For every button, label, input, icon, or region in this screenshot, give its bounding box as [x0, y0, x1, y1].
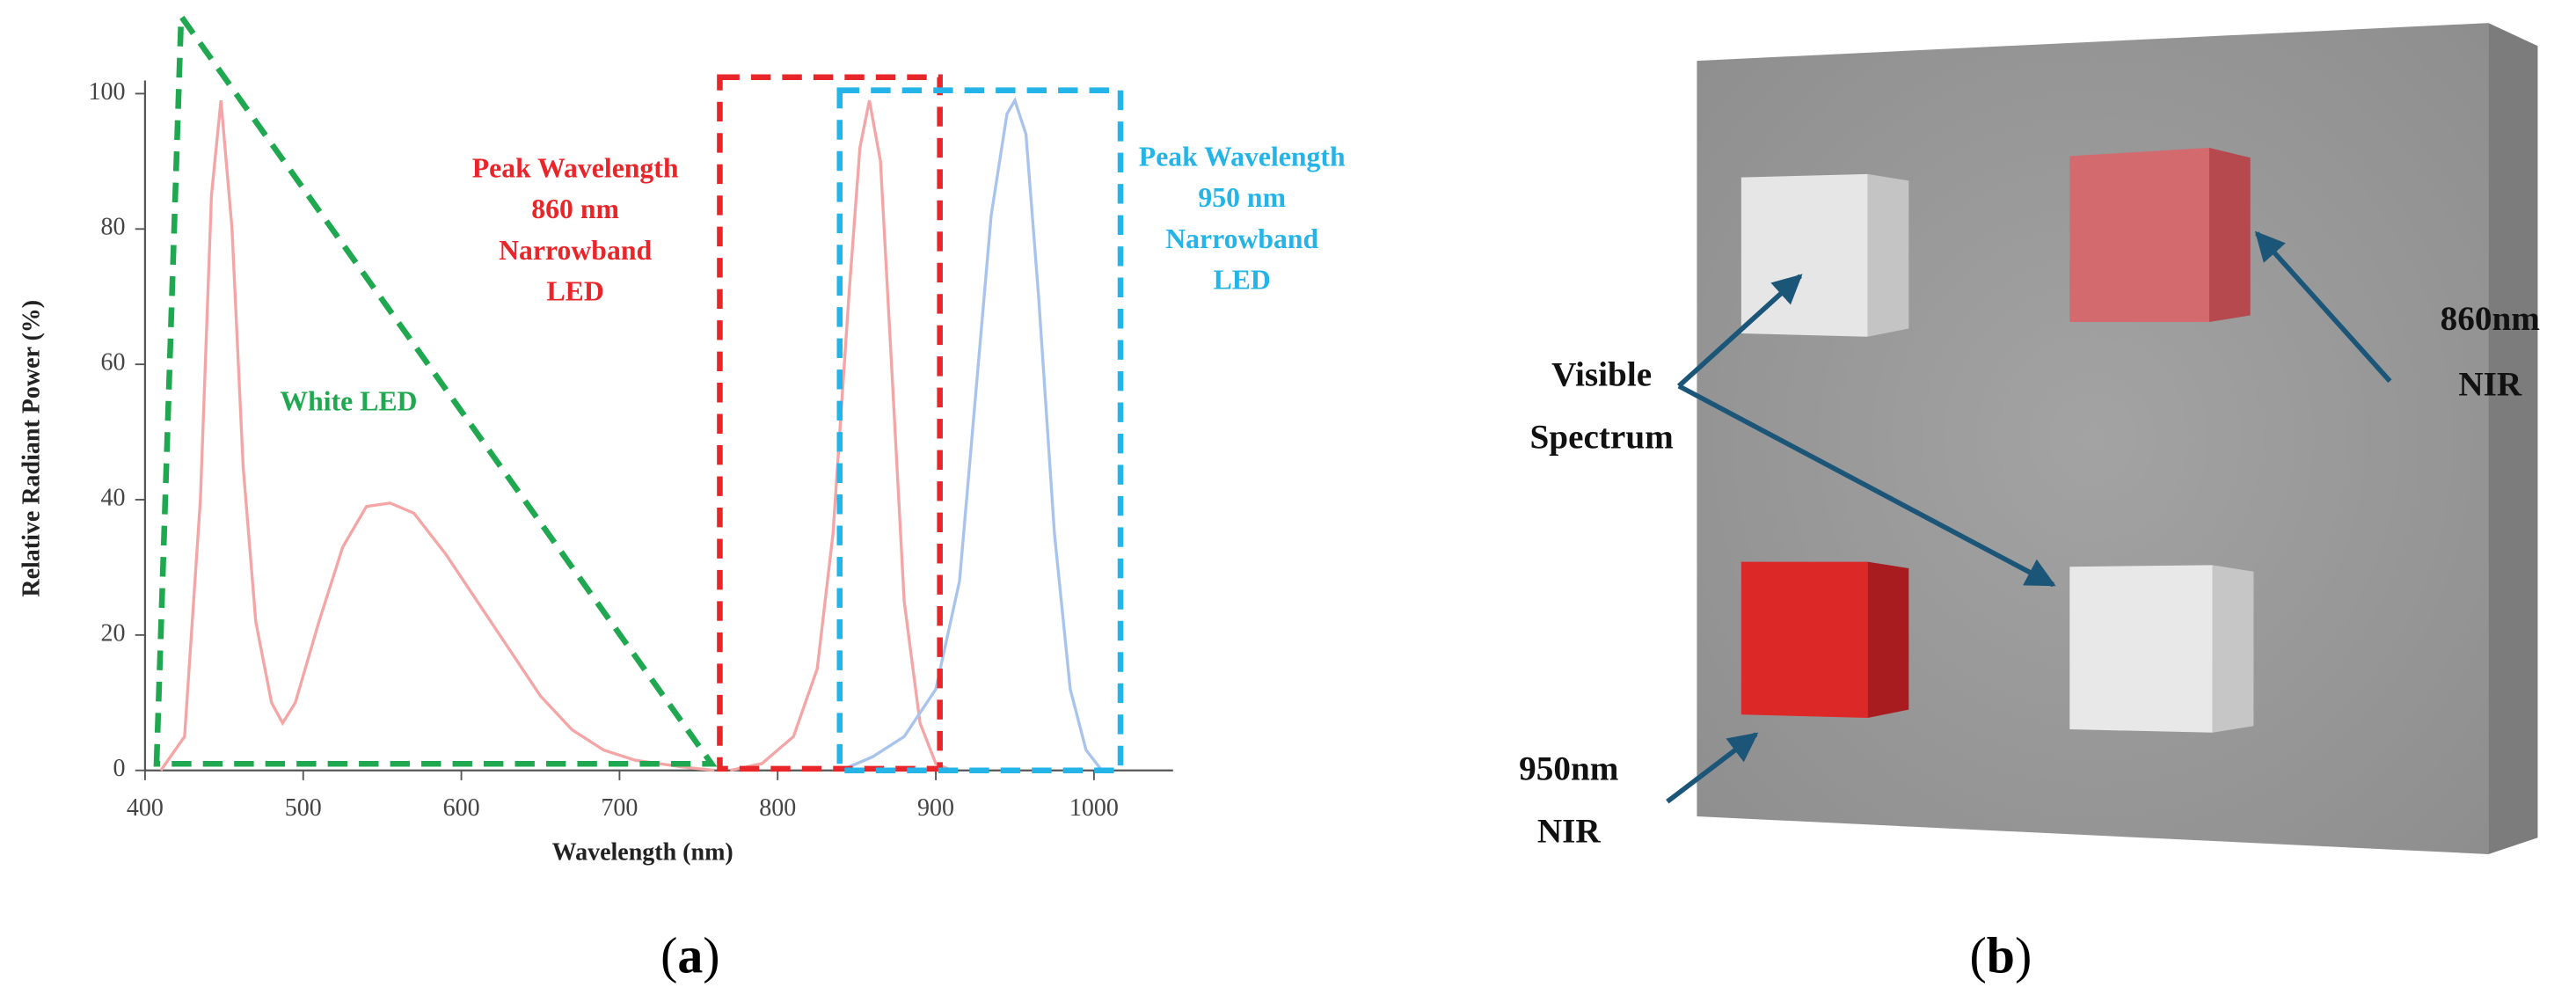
block	[1740, 561, 1868, 718]
y-tick-label: 20	[101, 619, 126, 647]
diagram: Visible Spectrum 860nm NIR 950nm NIR	[1519, 23, 2540, 854]
panel-caption: (a)	[660, 927, 720, 984]
line-series	[159, 99, 715, 772]
block-side	[2209, 148, 2251, 322]
x-tick-label: 400	[127, 794, 164, 822]
diagram-label: NIR	[1537, 813, 1602, 851]
diagram-label: NIR	[2458, 366, 2522, 404]
white-led-outline	[153, 7, 718, 767]
board-side	[2488, 23, 2538, 854]
annotation: Peak Wavelength 950 nm Narrowband LED	[1139, 141, 1346, 295]
x-tick-label: 800	[759, 794, 796, 822]
annotation-line: Narrowband	[499, 235, 652, 266]
block-side	[1867, 561, 1909, 718]
x-tick-label: 900	[917, 794, 954, 822]
x-axis-label: Wavelength (nm)	[552, 838, 733, 866]
950-outline	[836, 87, 1124, 773]
y-axis-label: Relative Radiant Power (%)	[18, 300, 45, 597]
x-tick-label: 600	[443, 794, 480, 822]
block-side	[2212, 565, 2254, 733]
diagram-label: Spectrum	[1529, 418, 1673, 456]
annotation-line: Peak Wavelength	[472, 152, 679, 183]
panel-caption: (b)	[1969, 927, 2032, 984]
y-tick-label: 100	[89, 78, 126, 106]
arrow	[1666, 732, 1759, 804]
block	[2069, 565, 2213, 733]
annotation: Peak Wavelength 860 nm Narrowband LED	[472, 152, 679, 306]
annotation-line: LED	[1214, 264, 1271, 295]
block-side	[1867, 173, 1909, 337]
diagram-label: 860nm	[2441, 300, 2540, 338]
y-tick-label: 60	[101, 349, 126, 377]
block	[2069, 148, 2210, 322]
y-tick-label: 80	[101, 214, 126, 241]
arrow	[2254, 230, 2392, 384]
annotation-line: 950 nm	[1198, 182, 1286, 213]
diagram-label: Visible	[1551, 355, 1652, 393]
x-tick-label: 700	[601, 794, 638, 822]
y-tick-label: 0	[113, 755, 126, 782]
x-tick-label: 500	[285, 794, 322, 822]
arrow	[1677, 274, 1803, 388]
annotation-line: 860 nm	[531, 194, 619, 224]
line-series	[729, 99, 952, 772]
x-tick-label: 1000	[1069, 794, 1119, 822]
860-outline	[717, 74, 943, 772]
panel-letter: b	[1987, 927, 2015, 984]
annotation-line: Narrowband	[1165, 223, 1318, 254]
arrow	[1677, 384, 2056, 588]
y-tick-label: 40	[101, 484, 126, 511]
annotation-line: Peak Wavelength	[1139, 141, 1346, 172]
annotation: White LED	[280, 386, 417, 417]
line-series	[840, 97, 1104, 772]
annotation-line: LED	[546, 276, 603, 307]
chart: 400 500 600 700 800 900 1000 0 20 40 60 80 100 Wavele…	[18, 78, 1173, 866]
diagram-label: 950nm	[1519, 750, 1618, 788]
panel-letter: a	[677, 927, 703, 984]
